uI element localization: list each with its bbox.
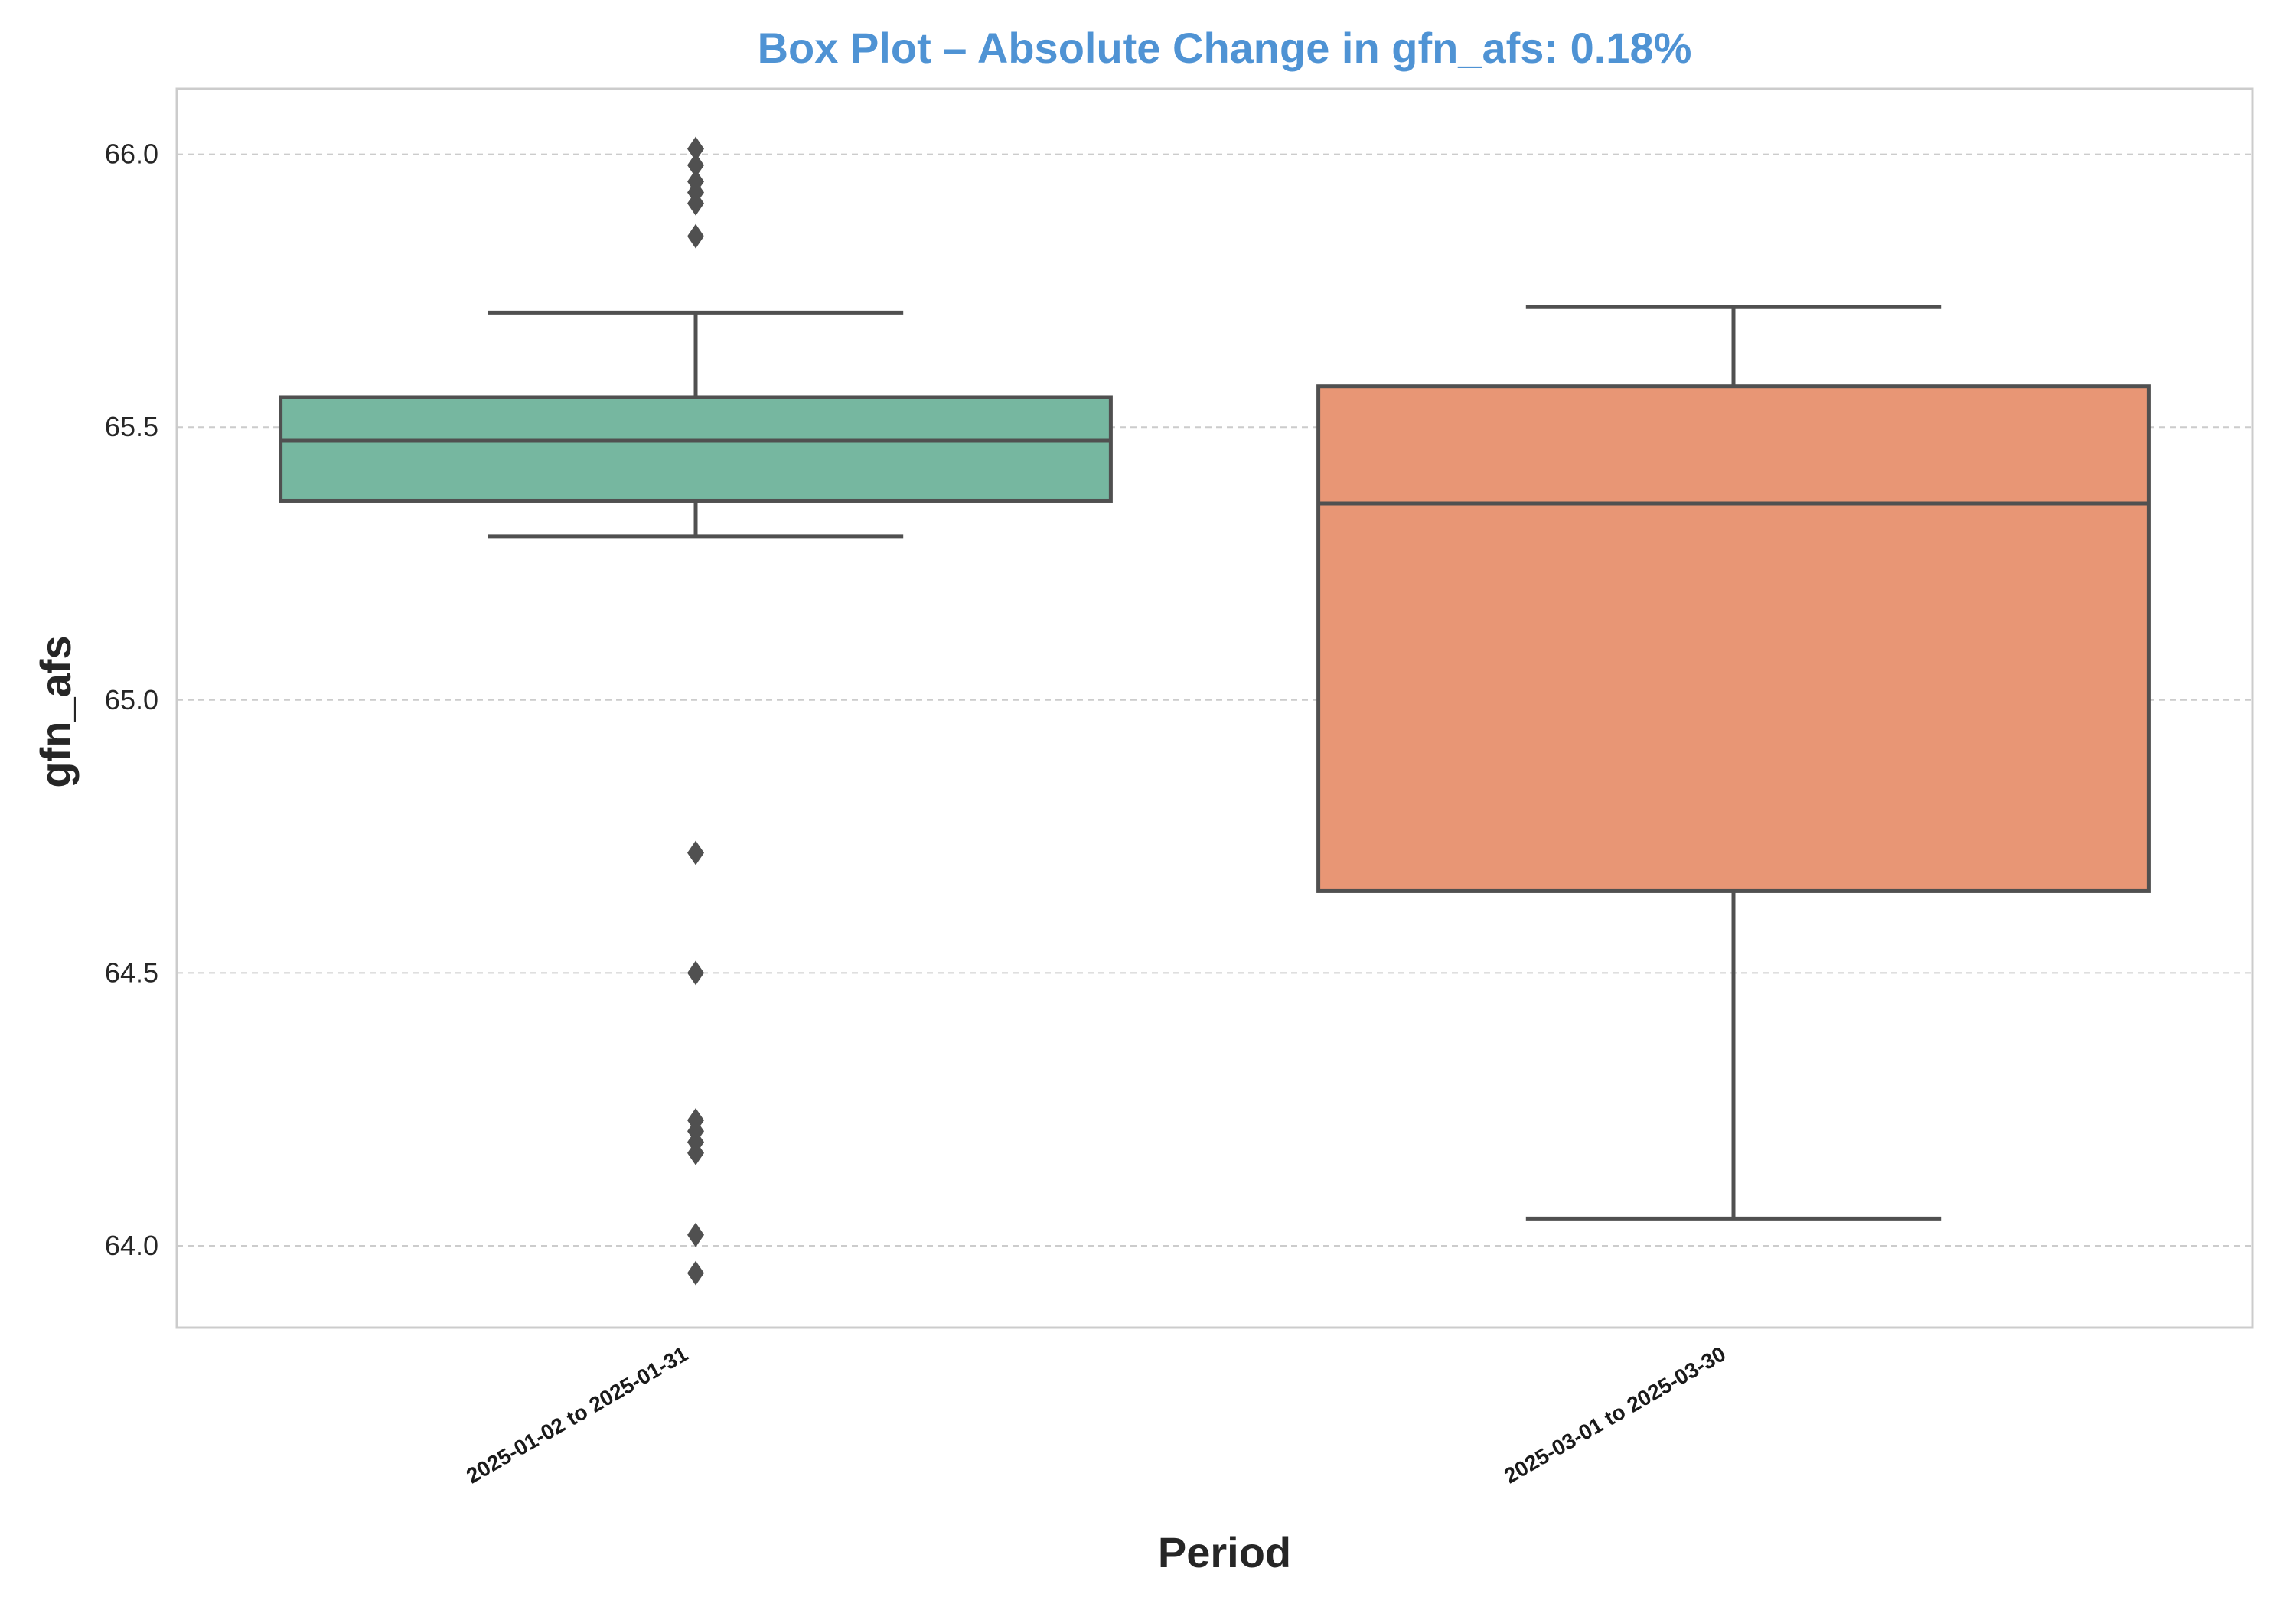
x-tick-label: 2025-01-02 to 2025-01-31 [462,1341,692,1488]
x-tick-label: 2025-03-01 to 2025-03-30 [1500,1341,1730,1488]
outlier-point [687,1260,704,1286]
box-series [279,136,2151,1286]
outlier-point [687,1222,704,1247]
y-tick-label: 64.5 [105,957,158,988]
box-iqr [279,395,1113,503]
y-tick-label: 66.0 [105,139,158,170]
box-group [279,136,1113,1286]
box-iqr [1316,384,2151,893]
chart-title: Box Plot – Absolute Change in gfn_afs: 0… [758,24,1692,72]
outlier-point [687,223,704,249]
plot-frame [175,87,2254,1329]
y-axis-label: gfn_afs [31,635,80,787]
outlier-point [687,1140,704,1165]
y-tick-label: 65.5 [105,411,158,442]
outlier-point [687,840,704,865]
outlier-point [687,152,704,178]
outlier-point [687,191,704,216]
x-axis-ticks: 2025-01-02 to 2025-01-31 2025-03-01 to 20… [462,1341,1730,1488]
y-tick-label: 65.0 [105,684,158,715]
outlier-point [687,136,704,161]
outlier-point [687,960,704,986]
box-group [1316,305,2151,1221]
x-axis-label: Period [1158,1528,1291,1576]
y-axis-ticks: 64.0 64.5 65.0 65.5 66.0 [105,139,158,1261]
y-tick-label: 64.0 [105,1230,158,1261]
